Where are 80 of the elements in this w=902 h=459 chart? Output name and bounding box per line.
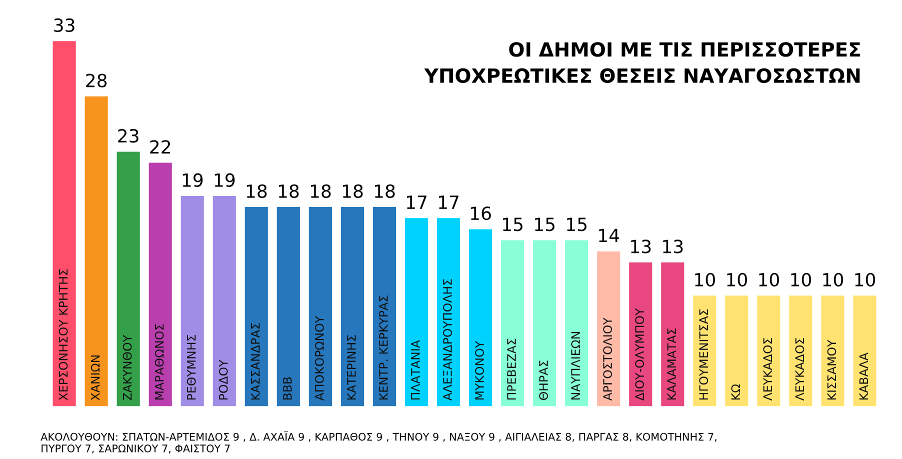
data-label: 17	[407, 196, 426, 209]
x-tick-label: ΠΡΕΒΕΖΑΣ	[507, 338, 516, 400]
bar	[84, 96, 108, 406]
data-label: 13	[631, 240, 651, 254]
bar	[565, 240, 588, 406]
x-tick-label: ΜΥΚΟΝΟΥ	[475, 340, 484, 400]
x-tick-label: ΡΟΔΟΥ	[218, 360, 228, 400]
x-tick-label: ΖΑΚΥΝΘΟΥ	[122, 334, 132, 400]
bar	[757, 296, 780, 406]
data-label: 19	[214, 173, 235, 187]
text: ΟΙ ΔΗΜΟΙ ΜΕ ΤΙΣ ΠΕΡΙΣΣΟΤΕΡΕΣ ΥΠΟΧΡΕΩΤΙΚΕΣ ΘΕΣΕΙΣ ΝΑΥΑΓΟΣΩΣΤΩΝ	[424, 42, 860, 84]
bar	[308, 207, 332, 406]
data-label: 18	[374, 184, 395, 198]
bar	[469, 229, 492, 406]
bar	[661, 262, 684, 406]
data-label: 10	[855, 272, 876, 287]
bar	[212, 196, 236, 406]
data-label: 18	[278, 184, 299, 198]
bar	[404, 218, 428, 406]
data-label: 18	[246, 184, 267, 198]
x-tick-label: ΑΠΟΚΟΡΩΝΟΥ	[314, 316, 324, 401]
bar	[789, 296, 812, 406]
bar	[533, 240, 556, 406]
x-tick-label: ΛΕΥΚΑΔΟΣ	[795, 338, 804, 401]
bar	[597, 251, 620, 406]
bar	[244, 207, 268, 406]
bar	[436, 218, 460, 406]
data-label: 13	[663, 240, 683, 254]
bar	[52, 41, 76, 406]
data-label: 18	[342, 184, 363, 198]
x-tick-label: ΒΒΒ	[283, 377, 292, 400]
bar	[340, 207, 364, 406]
data-label: 15	[535, 218, 554, 232]
x-tick-label: ΗΓΟΥΜΕΝΙΤΣΑΣ	[699, 309, 708, 400]
x-tick-label: ΡΕΘΥΜΝΗΣ	[186, 335, 196, 400]
data-label: 10	[695, 272, 715, 287]
x-tick-label: ΠΛΑΤΑΝΙΑ	[411, 340, 420, 400]
data-label: 15	[503, 218, 522, 232]
data-label: 15	[567, 218, 586, 232]
data-label: 23	[118, 129, 138, 143]
bar	[501, 240, 524, 406]
text: ΑΚΟΛΟΥΘΟΥΝ: ΣΠΑΤΩΝ-ΑΡΤΕΜΙΔΟΣ 9 , Δ. ΑΧΑΪΑ 9 , ΚΑΡΠΑΘΟΣ 9 , ΤΗΝΟΥ 9 , ΝΑΞΟΥ 9 , ΑΙΓΙΑΛΕΙΑΣ 8, ΠΑΡΓΑΣ 8, ΚΟΜΟΤΗΝΗΣ 7, ΠΥΡΓΟΥ 7, ΣΑΡΩΝΙΚΟΥ 7, ΦΑΙΣΤΟΥ 7	[40, 431, 716, 454]
x-tick-label: ΚΕΝΤΡ. ΚΕΡΚΥΡΑΣ	[379, 296, 388, 400]
x-tick-label: ΑΡΓΟΣΤΟΛΙΟΥ	[603, 318, 612, 401]
bar	[372, 207, 396, 406]
data-label: 33	[54, 18, 74, 32]
x-tick-label: ΝΑΥΠΛΙΕΩΝ	[571, 332, 580, 400]
data-label: 22	[150, 140, 170, 154]
data-label: 10	[759, 272, 779, 287]
bar	[693, 296, 716, 406]
x-tick-label: ΚΑΒΑΛΑ	[859, 352, 868, 400]
data-label: 19	[182, 173, 203, 187]
x-tick-label: ΧΑΝΙΩΝ	[90, 356, 100, 400]
data-label: 10	[791, 272, 812, 287]
bar	[821, 296, 844, 406]
data-label: 17	[439, 196, 458, 209]
x-tick-label: ΚΑΤΕΡΙΝΗΣ	[347, 335, 356, 400]
data-label: 14	[599, 228, 620, 242]
x-tick-label: ΚΙΣΣΑΜΟΥ	[827, 340, 836, 400]
data-label: 18	[310, 184, 331, 198]
x-tick-label: ΘΗΡΑΣ	[539, 360, 548, 400]
x-tick-label: ΜΑΡΑΘΩΝΟΣ	[154, 324, 164, 400]
bar	[148, 162, 172, 406]
x-tick-label: ΚΩ	[731, 384, 740, 400]
x-tick-label: ΔΙΟΥ-ΟΛΥΜΠΟΥ	[635, 308, 644, 401]
bar	[853, 296, 876, 406]
x-tick-label: ΧΕΡΣΟΝΗΣΟΥ ΚΡΗΤΗΣ	[58, 269, 68, 400]
data-label: 10	[823, 272, 844, 287]
bar	[725, 296, 748, 406]
bar	[276, 207, 300, 406]
bar	[116, 152, 140, 406]
x-tick-label: ΑΛΕΞΑΝΔΡΟΥΠΟΛΗΣ	[443, 279, 452, 401]
x-tick-label: ΚΑΣΣΑΝΔΡΑΣ	[251, 323, 260, 400]
data-label: 28	[86, 74, 107, 88]
bar	[629, 262, 652, 406]
bar	[180, 196, 204, 406]
data-label: 10	[727, 272, 747, 287]
x-tick-label: ΛΕΥΚΑΔΟΣ	[763, 338, 772, 401]
x-tick-label: ΚΑΛΑΜΑΤΑΣ	[667, 328, 676, 400]
data-label: 16	[471, 206, 491, 220]
